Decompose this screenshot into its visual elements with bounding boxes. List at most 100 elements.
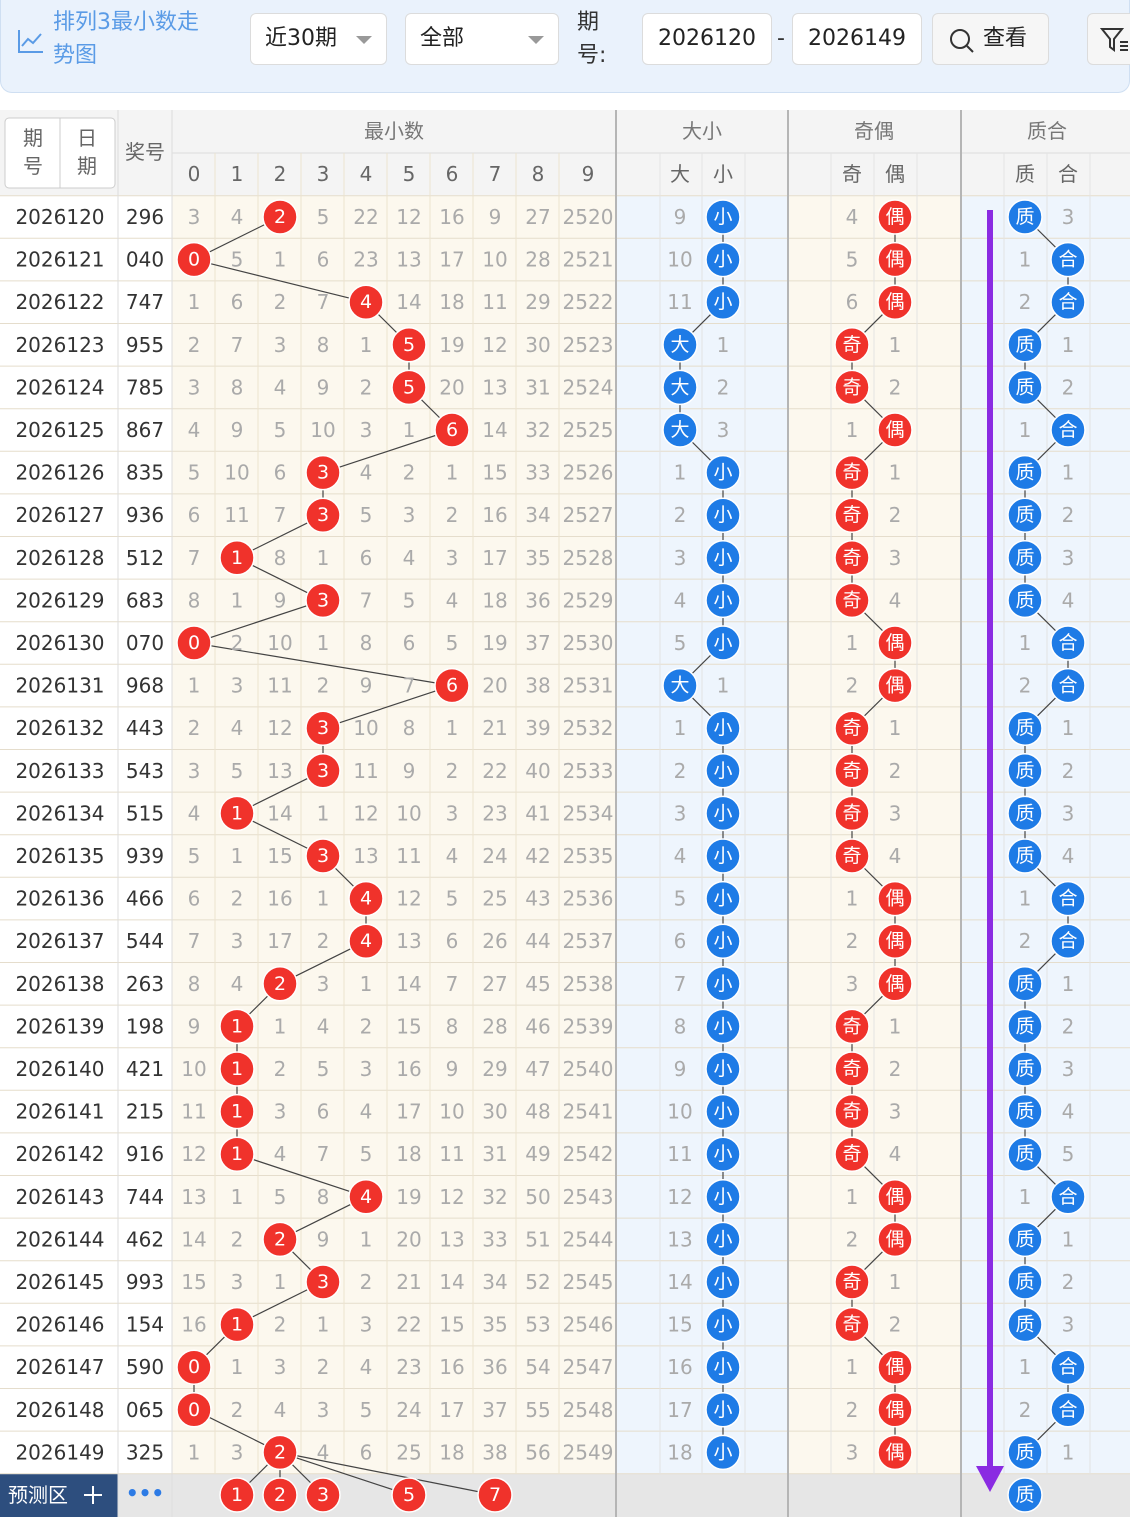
omission: 11 — [667, 290, 692, 314]
ball-text: 质 — [1015, 1015, 1034, 1037]
omission: 17 — [439, 1398, 464, 1422]
plus-icon[interactable] — [84, 1486, 102, 1504]
ball-text: 小 — [713, 1271, 732, 1293]
digit-header: 1 — [231, 162, 244, 186]
omission: 4 — [317, 1440, 330, 1464]
ball-text: 偶 — [885, 1441, 904, 1463]
omission: 2 — [360, 375, 373, 399]
omission: 4 — [274, 1142, 287, 1166]
period: 2026122 — [15, 290, 104, 314]
omission: 4 — [446, 588, 459, 612]
ball-text: 1 — [231, 1015, 243, 1037]
omission: 18 — [482, 588, 507, 612]
omission: 2527 — [563, 503, 614, 527]
award: 744 — [126, 1185, 164, 1209]
omission: 8 — [403, 716, 416, 740]
predict-label[interactable]: 预测区 — [8, 1483, 68, 1507]
ball — [176, 1349, 212, 1385]
omission: 1 — [317, 1313, 330, 1337]
digit-header: 5 — [403, 162, 416, 186]
omission: 5 — [446, 631, 459, 655]
ball — [705, 1349, 741, 1385]
ball-text: 小 — [713, 717, 732, 739]
award: 939 — [126, 844, 164, 868]
ball-text: 奇 — [842, 1101, 861, 1123]
ball-text: 奇 — [842, 1271, 861, 1293]
omission: 25 — [482, 887, 507, 911]
omission: 8 — [360, 631, 373, 655]
omission: 2 — [231, 1227, 244, 1251]
ball — [348, 284, 384, 320]
award: 215 — [126, 1100, 164, 1124]
predict-more[interactable]: ••• — [126, 1481, 164, 1505]
ball-text: 0 — [188, 632, 200, 654]
period-header: 期号 — [23, 126, 43, 178]
omission: 43 — [525, 887, 550, 911]
omission: 1 — [674, 716, 687, 740]
award: 443 — [126, 716, 164, 740]
omission: 17 — [396, 1100, 421, 1124]
omission: 3 — [889, 546, 902, 570]
to-input[interactable]: 2026149 — [792, 13, 922, 65]
ball — [305, 582, 341, 619]
ball-text: 偶 — [885, 1399, 904, 1421]
omission: 10 — [396, 801, 421, 825]
omission: 4 — [889, 588, 902, 612]
filter-button[interactable] — [1087, 13, 1130, 65]
omission: 2 — [403, 461, 416, 485]
omission: 2 — [360, 1270, 373, 1294]
ball — [705, 1264, 741, 1300]
omission: 12 — [667, 1185, 692, 1209]
omission: 1 — [1062, 1440, 1075, 1464]
omission: 3 — [1062, 546, 1075, 570]
omission: 1 — [846, 887, 859, 911]
omission: 25 — [396, 1440, 421, 1464]
award-header: 奖号 — [125, 140, 165, 164]
omission: 3 — [674, 801, 687, 825]
from-input[interactable]: 2026120 — [642, 13, 772, 65]
type-select[interactable]: 全部 — [405, 13, 559, 65]
ball-text: 奇 — [842, 547, 861, 569]
ball-text: 奇 — [842, 334, 861, 356]
omission: 23 — [396, 1355, 421, 1379]
omission: 11 — [353, 759, 378, 783]
ball-text: 1 — [231, 1058, 243, 1080]
omission: 2 — [1019, 1398, 1032, 1422]
ball-text: 质 — [1015, 547, 1034, 569]
award: 421 — [126, 1057, 164, 1081]
period: 2026144 — [15, 1227, 104, 1251]
ball-text: 奇 — [842, 589, 861, 611]
ball — [834, 838, 870, 874]
ball — [434, 667, 470, 704]
period-select[interactable]: 近30期 — [250, 13, 387, 65]
min-trend — [193, 599, 324, 644]
omission: 2 — [889, 759, 902, 783]
ball — [219, 540, 255, 576]
omission: 5 — [846, 248, 859, 272]
ball-text: 奇 — [842, 1314, 861, 1336]
omission: 12 — [181, 1142, 206, 1166]
ball — [1050, 880, 1086, 917]
sub-header: 大 — [670, 162, 690, 186]
ball-text: 奇 — [842, 802, 861, 824]
omission: 5 — [274, 1185, 287, 1209]
ball — [305, 454, 341, 491]
omission: 17 — [439, 248, 464, 272]
omission: 6 — [231, 290, 244, 314]
omission: 13 — [439, 1227, 464, 1251]
omission: 12 — [396, 887, 421, 911]
ball — [348, 880, 384, 917]
omission: 7 — [403, 674, 416, 698]
omission: 1 — [1019, 1355, 1032, 1379]
ball-text: 1 — [231, 1101, 243, 1123]
digit-header: 9 — [582, 162, 595, 186]
ball — [1007, 1264, 1043, 1300]
omission: 1 — [717, 674, 730, 698]
omission: 34 — [525, 503, 550, 527]
ball — [877, 241, 913, 278]
omission: 1 — [889, 1270, 902, 1294]
ball — [1050, 1392, 1086, 1428]
omission: 2529 — [563, 588, 614, 612]
search-button[interactable]: 查看 — [932, 13, 1049, 65]
ball-text: 小 — [713, 760, 732, 782]
